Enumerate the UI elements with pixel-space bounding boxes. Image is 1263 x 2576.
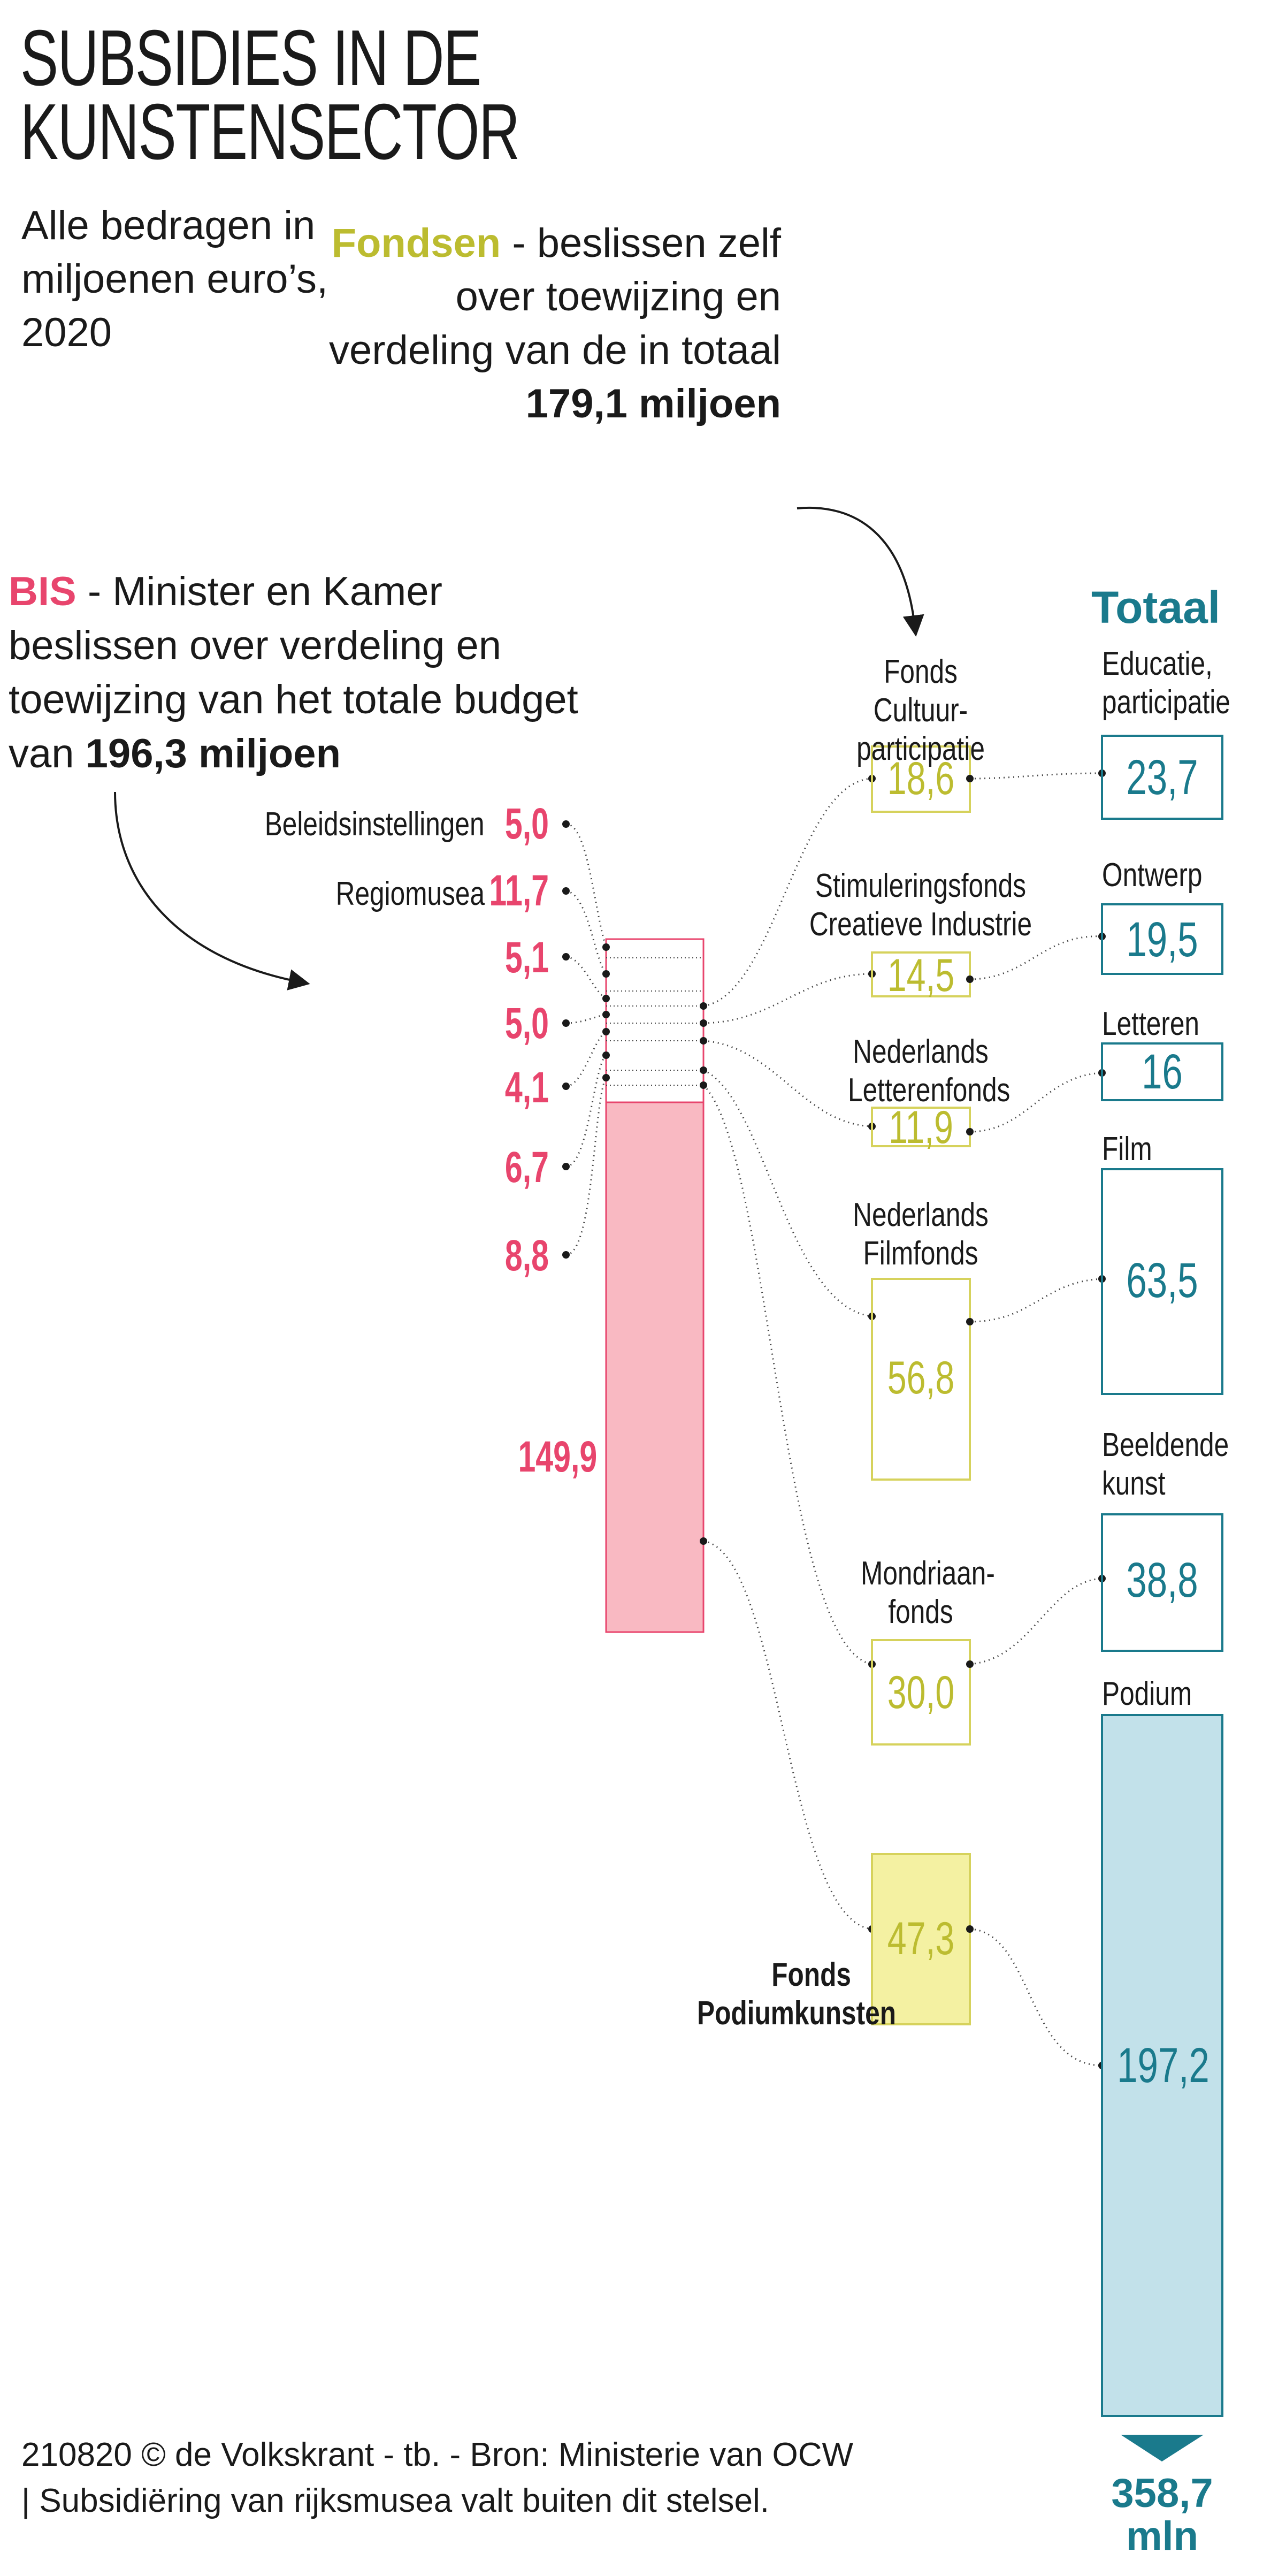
connector <box>565 1013 607 1024</box>
total-box-film <box>1101 1168 1223 1395</box>
bis-label-regiomusea: Regiomusea <box>335 875 485 912</box>
fund-name: Mondriaan-fonds <box>861 1555 995 1630</box>
bis-arrow <box>114 791 310 990</box>
subtitle: Alle bedragen in miljoenen euro’s, 2020 <box>21 203 328 355</box>
bis-value: 5,0 <box>504 999 549 1048</box>
total-value: 38,8 <box>1126 1553 1198 1607</box>
bis-value: 8,8 <box>504 1231 549 1280</box>
total-value: 197,2 <box>1117 2038 1210 2093</box>
fondsen-explanation: Fondsen - beslissen zelf over toewijzing… <box>300 217 781 431</box>
bis-value: 4,1 <box>504 1063 549 1112</box>
bis-label-beleidsinstellingen: Beleidsinstellingen <box>265 806 485 843</box>
fund-value: 18,6 <box>887 753 955 804</box>
connector <box>565 1031 607 1087</box>
total-name: Beeldende kunst <box>1102 1427 1229 1502</box>
total-value: 63,5 <box>1126 1253 1198 1308</box>
bis-value: 5,0 <box>504 799 549 848</box>
connector <box>969 1072 1103 1133</box>
total-name: Ontwerp <box>1102 857 1203 894</box>
bis-bar <box>605 938 705 1633</box>
fund-value: 30,0 <box>887 1667 955 1718</box>
fondsen-total: 179,1 miljoen <box>525 381 781 426</box>
bis-value: 11,7 <box>489 866 549 915</box>
bis-value-main: 149,9 <box>518 1432 597 1481</box>
bis-key: BIS <box>9 569 76 614</box>
fund-name: Fonds Cultuur-participatie <box>856 653 985 767</box>
fund-box-filmfonds <box>871 1278 971 1481</box>
total-box-letteren <box>1101 1042 1223 1101</box>
fund-value: 47,3 <box>887 1913 955 1964</box>
total-value: 16 <box>1142 1045 1183 1099</box>
connector <box>565 1054 607 1168</box>
bis-description: - Minister en Kamer beslissen over verde… <box>9 569 578 776</box>
bis-explanation: BIS - Minister en Kamer beslissen over v… <box>9 565 597 781</box>
total-value: 23,7 <box>1126 750 1198 805</box>
fund-box-mondriaanfonds <box>871 1639 971 1746</box>
connector <box>969 1928 1103 2067</box>
page-title: SUBSIDIES IN DE KUNSTENSECTOR <box>20 14 520 176</box>
down-arrow-icon <box>1121 2435 1204 2461</box>
fund-name: Fonds Podiumkunsten <box>697 1956 897 2032</box>
connector <box>703 973 872 1024</box>
fund-boxes <box>871 745 971 2025</box>
connector <box>565 1077 607 1256</box>
connector <box>565 823 607 948</box>
fund-name: Nederlands Letterenfonds <box>848 1033 1011 1109</box>
fondsen-key: Fondsen <box>331 220 501 266</box>
fondsen-arrow <box>797 507 924 637</box>
fund-box-podiumkunsten <box>871 1853 971 2025</box>
connector <box>969 772 1103 780</box>
source-footer: 210820 © de Volkskrant - tb. - Bron: Min… <box>21 2436 853 2519</box>
total-box-educatie <box>1101 735 1223 820</box>
total-name: Letteren <box>1102 1005 1200 1042</box>
bis-value: 5,1 <box>504 933 549 982</box>
totals-header: Totaal <box>1091 582 1221 632</box>
fund-box-letterenfonds <box>871 1107 971 1147</box>
fondsen-description: - beslissen zelf over toewijzing en verd… <box>328 220 781 373</box>
total-box-ontwerp <box>1101 903 1223 975</box>
bis-value: 6,7 <box>504 1143 549 1192</box>
fund-value: 11,9 <box>889 1102 953 1153</box>
title-line-2: KUNSTENSECTOR <box>20 88 520 176</box>
fund-value: 56,8 <box>887 1352 955 1404</box>
connector <box>565 890 607 974</box>
total-boxes <box>1101 735 1223 2417</box>
fund-box-creatieve-industrie <box>871 951 971 997</box>
connector <box>565 956 607 1000</box>
total-name: Podium <box>1102 1675 1192 1712</box>
total-name: Film <box>1102 1131 1152 1168</box>
fund-value: 14,5 <box>887 950 955 1001</box>
title-line-1: SUBSIDIES IN DE <box>20 14 481 102</box>
fund-name: Stimuleringsfonds Creatieve Industrie <box>809 867 1032 943</box>
fund-name: Nederlands Filmfonds <box>853 1196 989 1272</box>
total-box-podium <box>1101 1714 1223 2417</box>
bis-total: 196,3 miljoen <box>85 731 341 776</box>
bis-segment-149-9 <box>605 1101 705 1633</box>
total-box-beeldende-kunst <box>1101 1513 1223 1652</box>
total-name: Educatie, participatie <box>1102 645 1230 721</box>
grand-total: 358,7 mln <box>1111 2471 1213 2559</box>
connector <box>969 1278 1103 1323</box>
total-value: 19,5 <box>1126 912 1198 967</box>
